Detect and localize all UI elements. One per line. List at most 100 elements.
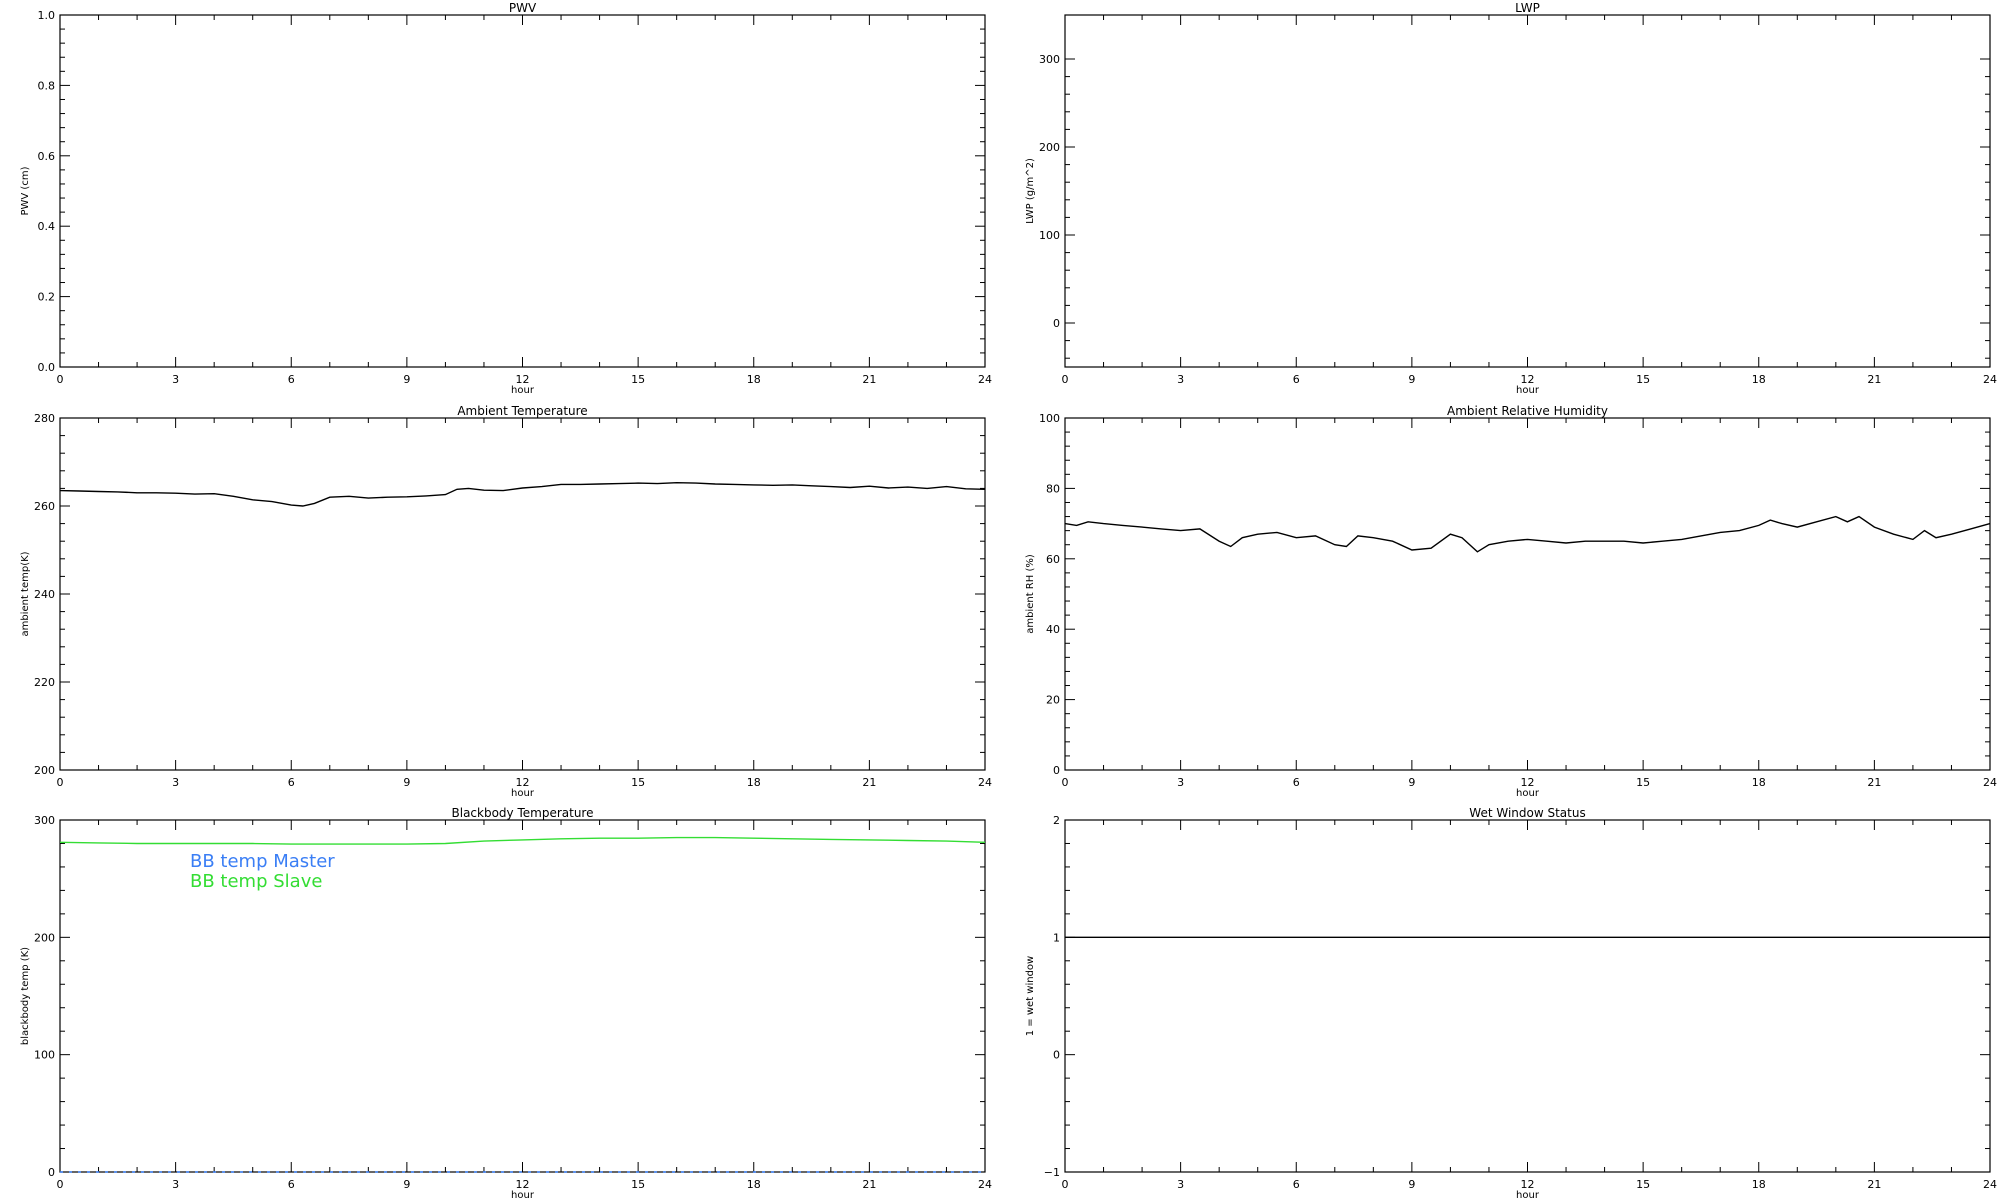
x-tick-label: 21 — [1867, 776, 1881, 789]
chart-panel-5: 0 3 6 9 12 15 18 21 24 0 100 200 300 Blackbody Temper… — [20, 806, 992, 1200]
x-tick-label: 21 — [1867, 373, 1881, 386]
x-tick-label: 3 — [1177, 373, 1184, 386]
x-tick-label: 6 — [288, 373, 295, 386]
chart-panel-1: 0 3 6 9 12 15 18 21 24 0.0 0.2 0.4 0.6 0.8 1.0 PWV hour P… — [20, 1, 992, 396]
legend-entry: BB temp Slave — [190, 871, 322, 892]
x-tick-label: 0 — [1062, 1178, 1069, 1191]
x-axis-label: hour — [511, 788, 535, 799]
y-tick-label: 0.4 — [38, 220, 56, 233]
y-axis-label: 1 = wet window — [1025, 956, 1036, 1036]
x-tick-label: 3 — [172, 373, 179, 386]
x-axis-label: hour — [1516, 385, 1540, 396]
x-tick-label: 24 — [978, 373, 992, 386]
x-tick-label: 3 — [1177, 1178, 1184, 1191]
x-tick-label: 12 — [1521, 1178, 1535, 1191]
series-line-1 — [1064, 515, 1991, 553]
x-tick-label: 0 — [57, 776, 64, 789]
x-tick-label: 15 — [1636, 373, 1650, 386]
y-tick-label: 0.8 — [38, 79, 56, 92]
x-tick-label: 9 — [403, 776, 410, 789]
x-tick-label: 12 — [1521, 776, 1535, 789]
chart-title: PWV — [509, 1, 537, 15]
y-tick-label: 100 — [1039, 412, 1060, 425]
y-tick-label: 0 — [1053, 317, 1060, 330]
y-tick-label: 260 — [34, 500, 55, 513]
y-tick-label: 300 — [34, 814, 55, 827]
x-tick-label: 3 — [1177, 776, 1184, 789]
x-tick-label: 3 — [172, 776, 179, 789]
plot-frame — [59, 14, 986, 368]
y-tick-label: 220 — [34, 676, 55, 689]
y-tick-label: 200 — [34, 931, 55, 944]
x-tick-label: 21 — [862, 1178, 876, 1191]
chart-title: Ambient Relative Humidity — [1447, 404, 1608, 418]
chart-panel-4: 0 3 6 9 12 15 18 21 24 0 20 40 60 80 100 Ambient Relati… — [1025, 404, 1997, 799]
y-tick-label: 0.0 — [38, 361, 56, 374]
x-tick-label: 9 — [403, 373, 410, 386]
x-tick-label: 21 — [862, 776, 876, 789]
x-tick-label: 24 — [1983, 373, 1997, 386]
x-tick-label: 21 — [862, 373, 876, 386]
x-tick-label: 12 — [516, 373, 530, 386]
x-tick-label: 18 — [747, 776, 761, 789]
x-tick-label: 15 — [631, 776, 645, 789]
y-tick-label: 0.6 — [38, 150, 56, 163]
x-tick-label: 15 — [1636, 1178, 1650, 1191]
x-tick-label: 0 — [1062, 373, 1069, 386]
x-tick-label: 9 — [1408, 776, 1415, 789]
y-axis-label: ambient temp(K) — [20, 551, 31, 636]
plot-frame — [1064, 14, 1991, 368]
x-tick-label: 12 — [516, 776, 530, 789]
x-tick-label: 6 — [1293, 1178, 1300, 1191]
x-tick-label: 24 — [978, 776, 992, 789]
plot-frame — [1064, 417, 1991, 771]
y-tick-label: 100 — [1039, 229, 1060, 242]
chart-title: Ambient Temperature — [457, 404, 587, 418]
x-tick-label: 21 — [1867, 1178, 1881, 1191]
chart-panel-3: 0 3 6 9 12 15 18 21 24 200 220 240 260 280 Ambient Tem… — [20, 404, 992, 799]
y-tick-label: −1 — [1044, 1166, 1060, 1179]
x-tick-label: 24 — [1983, 776, 1997, 789]
y-tick-label: 300 — [1039, 53, 1060, 66]
y-tick-label: 240 — [34, 588, 55, 601]
y-tick-label: 20 — [1046, 694, 1060, 707]
x-tick-label: 6 — [1293, 373, 1300, 386]
y-tick-label: 0 — [48, 1166, 55, 1179]
x-tick-label: 12 — [1521, 373, 1535, 386]
x-tick-label: 6 — [288, 776, 295, 789]
x-tick-label: 15 — [1636, 776, 1650, 789]
y-tick-label: 80 — [1046, 482, 1060, 495]
y-tick-label: 100 — [34, 1049, 55, 1062]
y-tick-label: 0 — [1053, 1049, 1060, 1062]
x-tick-label: 3 — [172, 1178, 179, 1191]
chart-panel-2: 0 3 6 9 12 15 18 21 24 0 100 200 300 LWP hour LWP (g/m^… — [1025, 1, 1997, 396]
y-tick-label: 200 — [1039, 141, 1060, 154]
x-tick-label: 15 — [631, 1178, 645, 1191]
x-axis-label: hour — [1516, 1190, 1540, 1200]
y-tick-label: 0.2 — [38, 291, 56, 304]
x-tick-label: 0 — [57, 373, 64, 386]
y-tick-label: 1.0 — [38, 9, 56, 22]
x-tick-label: 9 — [1408, 373, 1415, 386]
y-tick-label: 60 — [1046, 553, 1060, 566]
x-tick-label: 18 — [1752, 776, 1766, 789]
plot-frame — [59, 417, 986, 771]
chart-title: Blackbody Temperature — [452, 806, 594, 820]
x-tick-label: 6 — [1293, 776, 1300, 789]
x-tick-label: 0 — [57, 1178, 64, 1191]
x-tick-label: 0 — [1062, 776, 1069, 789]
chart-title: LWP — [1515, 1, 1540, 15]
y-axis-label: blackbody temp (K) — [20, 947, 31, 1045]
y-tick-label: 1 — [1053, 931, 1060, 944]
plot-frame — [1064, 819, 1991, 1173]
y-axis-label: LWP (g/m^2) — [1025, 158, 1036, 224]
x-tick-label: 9 — [1408, 1178, 1415, 1191]
chart-title: Wet Window Status — [1469, 806, 1585, 820]
x-tick-label: 9 — [403, 1178, 410, 1191]
series-line-1 — [59, 481, 986, 507]
x-tick-label: 12 — [516, 1178, 530, 1191]
legend-entry: BB temp Master — [190, 851, 335, 872]
x-tick-label: 18 — [747, 373, 761, 386]
x-axis-label: hour — [511, 1190, 535, 1200]
